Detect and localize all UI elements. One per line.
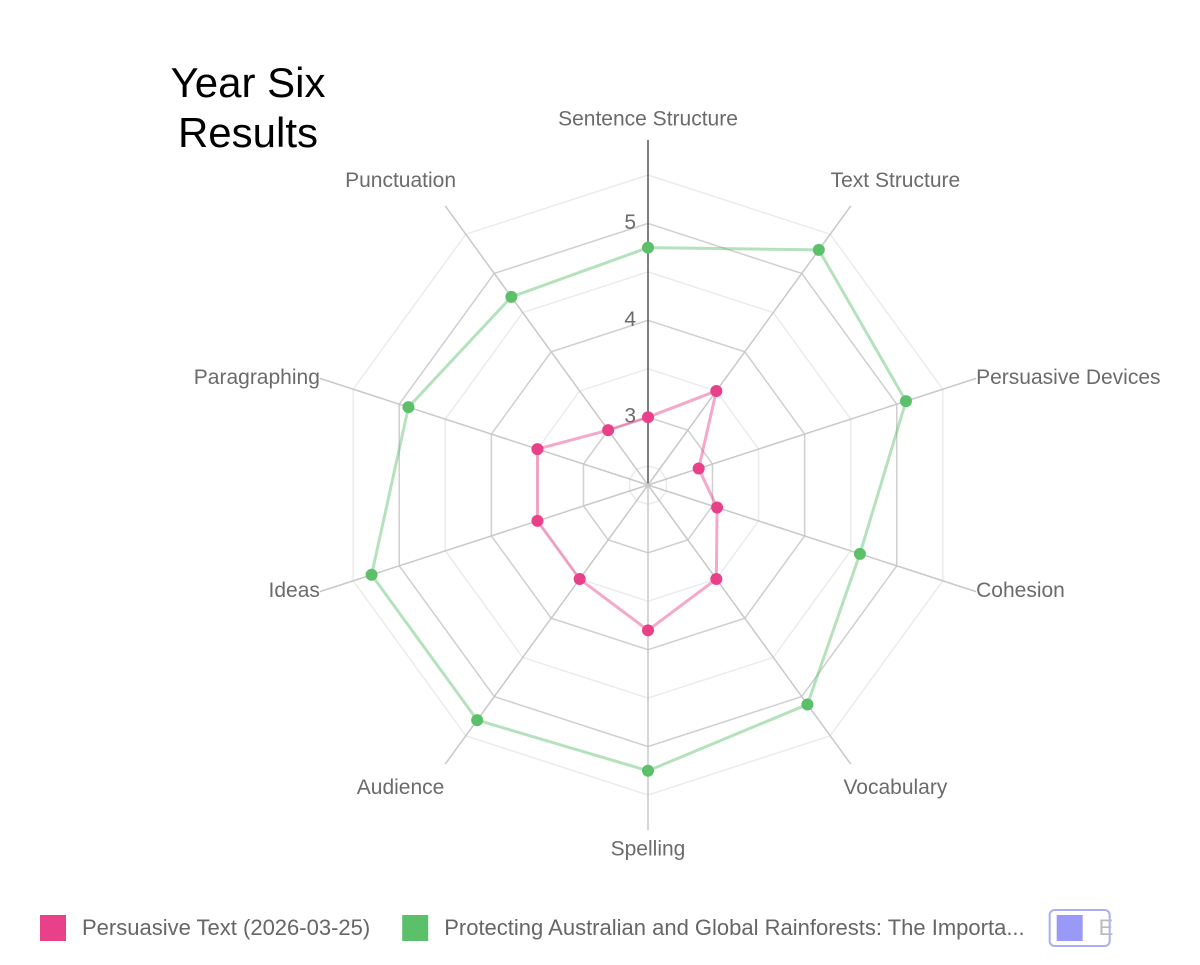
axis-label: Spelling [611, 838, 686, 861]
data-point [642, 241, 654, 254]
chart-title: Year Six Results [170, 59, 326, 156]
axis-label: Cohesion [976, 579, 1065, 602]
data-point [710, 384, 723, 397]
data-point [642, 624, 654, 637]
data-point [402, 401, 415, 414]
legend-label: Protecting Australian and Global Rainfor… [444, 915, 1024, 940]
legend-item: Protecting Australian and Global Rainfor… [402, 915, 1025, 941]
data-point [505, 290, 518, 303]
data-point [531, 514, 544, 527]
axis-label: Persuasive Devices [976, 366, 1160, 389]
legend-item: E [1048, 909, 1114, 947]
legend-label: E [1099, 915, 1114, 940]
data-point [692, 462, 705, 475]
data-point [899, 395, 912, 408]
data-point [602, 424, 615, 437]
axis-label: Audience [357, 776, 445, 799]
data-point [710, 573, 723, 586]
spoke [319, 377, 649, 486]
axis-label: Sentence Structure [558, 108, 738, 131]
legend-item: Persuasive Text (2026-03-25) [40, 915, 370, 941]
data-point [801, 698, 814, 711]
data-point [365, 568, 378, 581]
spoke [647, 484, 977, 593]
data-point [531, 443, 544, 456]
series-line [369, 246, 908, 773]
legend-swatch [40, 915, 66, 941]
data-point [642, 764, 654, 777]
r-tick-label: 3 [624, 405, 636, 428]
r-tick-label: 5 [624, 211, 636, 234]
spoke [444, 205, 649, 486]
data-point [573, 573, 586, 586]
axis-label: Ideas [269, 579, 320, 602]
legend-label: Persuasive Text (2026-03-25) [82, 915, 370, 940]
spoke [647, 484, 852, 765]
data-point [471, 714, 484, 727]
data-point [812, 243, 825, 256]
data-point [642, 411, 654, 424]
axis-label: Paragraphing [194, 366, 320, 389]
data-point [853, 547, 866, 560]
axis-label: Vocabulary [843, 776, 947, 799]
legend-focus [1048, 909, 1111, 947]
axis-label: Punctuation [345, 169, 456, 192]
r-tick-label: 4 [624, 308, 636, 331]
data-point [711, 501, 724, 514]
legend-swatch [402, 915, 429, 941]
axis-label: Text Structure [831, 169, 961, 192]
legend-swatch [1056, 915, 1083, 941]
